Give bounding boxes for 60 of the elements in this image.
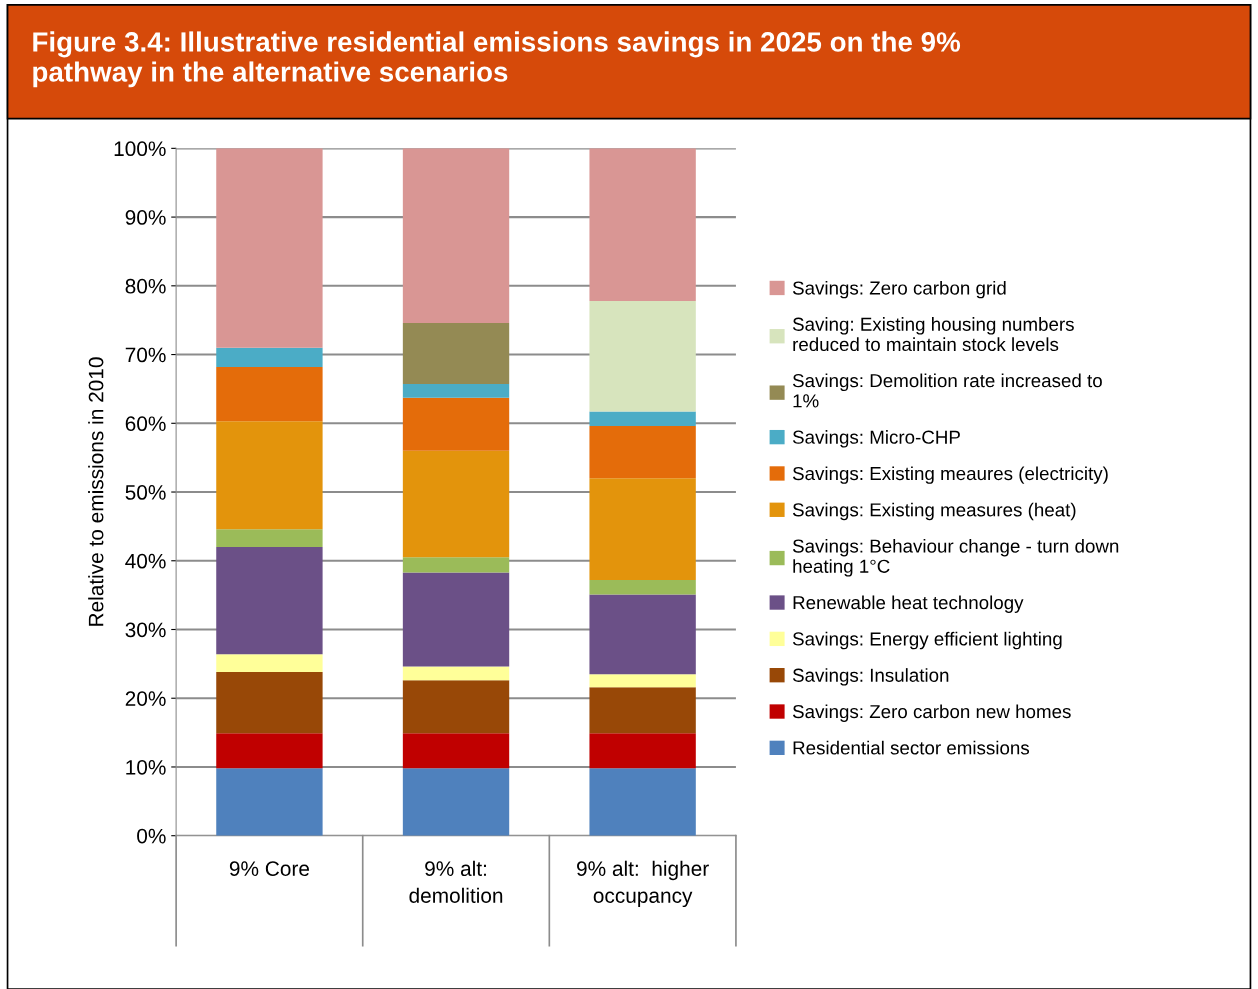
bar: [589, 300, 696, 412]
bar: [589, 594, 696, 675]
bar: [402, 148, 510, 323]
bar: [589, 733, 696, 769]
y-tick-label: 40%: [125, 553, 166, 569]
legend-label: Savings: Existing measures (heat): [792, 502, 1076, 521]
y-tick-label: 80%: [125, 278, 166, 294]
y-tick-label: 20%: [125, 691, 166, 706]
bar: [589, 426, 696, 479]
bar: [216, 733, 323, 769]
legend-label: Savings: Existing meaures (electricity): [792, 466, 1108, 484]
bar: [589, 411, 696, 427]
legend-label: Savings: Energy efficient lighting: [792, 631, 1062, 650]
bar: [216, 654, 323, 673]
bar: [402, 733, 510, 769]
y-tick-label: 0%: [137, 828, 166, 844]
bar: [589, 674, 696, 688]
bar: [216, 672, 323, 734]
y-axis-title: Relative to emissions in 2010: [88, 357, 104, 626]
legend-label: Savings: Zero carbon new homes: [792, 704, 1071, 722]
bar: [216, 148, 323, 348]
bar: [589, 768, 696, 836]
x-tick-label: 9% alt: demolition: [409, 860, 503, 903]
bar: [216, 529, 323, 548]
legend-label: Savings: Zero carbon grid: [792, 280, 1006, 299]
bar: [402, 557, 510, 573]
y-tick-label: 90%: [125, 210, 166, 225]
bar: [402, 680, 510, 734]
y-tick-label: 30%: [125, 622, 166, 638]
bar: [402, 450, 510, 558]
legend-label: Savings: Demolition rate increased to 1%: [792, 373, 1102, 408]
legend-label: Renewable heat technology: [793, 595, 1024, 613]
legend-label: Residential sector emissions: [793, 740, 1030, 755]
legend-label: Savings: Insulation: [792, 668, 949, 686]
bar: [402, 768, 510, 836]
x-tick-label: 9% alt: higher occupancy: [577, 860, 709, 908]
legend-label: Saving: Existing housing numbers reduced to maintain stock levels: [792, 317, 1074, 352]
legend-label: Savings: Micro-CHP: [792, 430, 960, 448]
bar: [402, 397, 510, 451]
bar: [589, 478, 696, 581]
bar: [402, 666, 510, 681]
bar: [589, 687, 696, 734]
bar: [216, 366, 323, 422]
y-tick-label: 60%: [125, 416, 166, 432]
bar: [402, 322, 510, 385]
y-tick-label: 10%: [126, 759, 166, 775]
bar: [402, 384, 510, 398]
y-tick-label: 70%: [125, 347, 166, 363]
x-tick-label: 9% Core: [229, 861, 310, 877]
bar: [589, 148, 696, 301]
bar: [216, 547, 323, 655]
bar: [216, 421, 323, 530]
chart-title: Figure 3.4: Illustrative residential emissions savings in 2025 on the 9% pathway in the alternative scenarios: [33, 31, 961, 88]
legend-label: Savings: Behaviour change - turn down heating 1°C: [792, 538, 1119, 577]
bar: [589, 580, 696, 595]
bar: [216, 347, 323, 367]
y-tick-label: 50%: [125, 485, 166, 500]
bar: [402, 572, 510, 667]
y-tick-label: 100%: [114, 141, 166, 157]
bar: [216, 768, 323, 836]
